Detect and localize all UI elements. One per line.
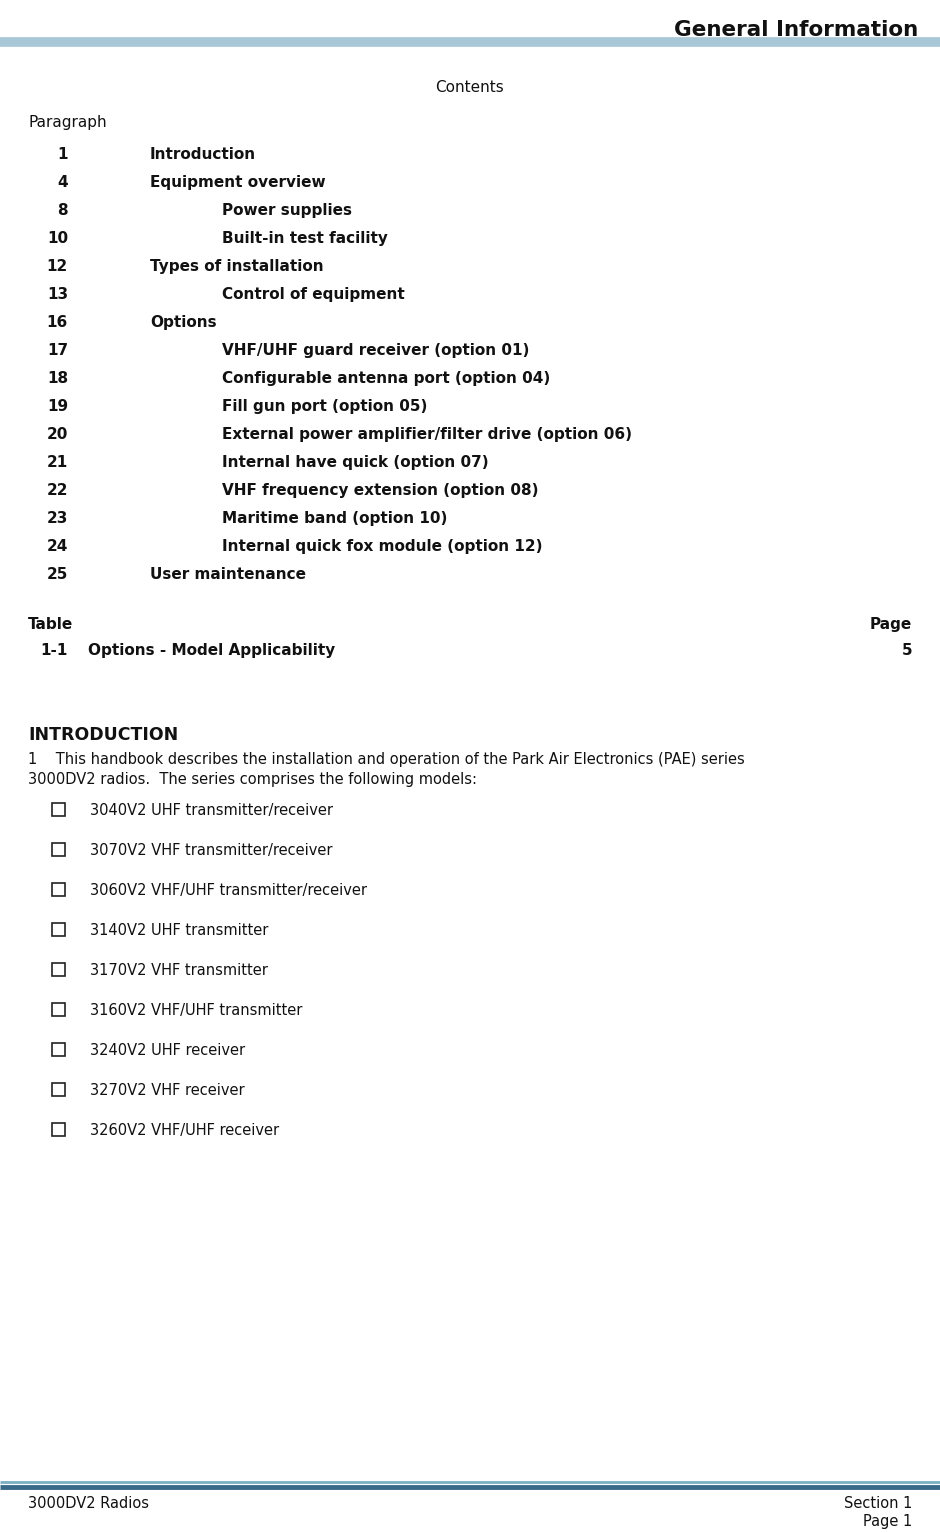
Text: 1-1: 1-1: [40, 642, 68, 658]
Text: 22: 22: [46, 483, 68, 498]
Text: Equipment overview: Equipment overview: [150, 175, 325, 190]
Text: External power amplifier/filter drive (option 06): External power amplifier/filter drive (o…: [222, 428, 632, 442]
Text: 23: 23: [47, 510, 68, 526]
Text: Internal have quick (option 07): Internal have quick (option 07): [222, 455, 489, 471]
Text: 17: 17: [47, 343, 68, 359]
Text: Page: Page: [870, 616, 912, 632]
Text: 3240V2 UHF receiver: 3240V2 UHF receiver: [90, 1042, 245, 1058]
Text: Options - Model Applicability: Options - Model Applicability: [88, 642, 336, 658]
Text: Introduction: Introduction: [150, 147, 256, 162]
Text: Power supplies: Power supplies: [222, 202, 352, 218]
Text: 13: 13: [47, 287, 68, 302]
Text: Contents: Contents: [435, 80, 505, 95]
Text: 3060V2 VHF/UHF transmitter/receiver: 3060V2 VHF/UHF transmitter/receiver: [90, 883, 367, 898]
Bar: [52, 923, 65, 937]
Text: Fill gun port (option 05): Fill gun port (option 05): [222, 399, 428, 414]
Text: INTRODUCTION: INTRODUCTION: [28, 727, 179, 744]
Text: Configurable antenna port (option 04): Configurable antenna port (option 04): [222, 371, 550, 386]
Bar: [52, 843, 65, 855]
Text: Table: Table: [28, 616, 73, 632]
Text: VHF/UHF guard receiver (option 01): VHF/UHF guard receiver (option 01): [222, 343, 529, 359]
Text: 12: 12: [47, 259, 68, 274]
Text: 16: 16: [47, 314, 68, 330]
Text: Maritime band (option 10): Maritime band (option 10): [222, 510, 447, 526]
Text: 3040V2 UHF transmitter/receiver: 3040V2 UHF transmitter/receiver: [90, 803, 333, 819]
Text: General Information: General Information: [674, 20, 918, 40]
Text: 3140V2 UHF transmitter: 3140V2 UHF transmitter: [90, 923, 269, 938]
Text: 5: 5: [901, 642, 912, 658]
Text: Section 1: Section 1: [843, 1496, 912, 1512]
Text: Internal quick fox module (option 12): Internal quick fox module (option 12): [222, 540, 542, 553]
Text: 20: 20: [47, 428, 68, 442]
Text: Built-in test facility: Built-in test facility: [222, 231, 388, 245]
Text: 3070V2 VHF transmitter/receiver: 3070V2 VHF transmitter/receiver: [90, 843, 333, 858]
Text: 3170V2 VHF transmitter: 3170V2 VHF transmitter: [90, 963, 268, 978]
Bar: [52, 1003, 65, 1016]
Text: 24: 24: [47, 540, 68, 553]
Text: Options: Options: [150, 314, 216, 330]
Text: 3000DV2 Radios: 3000DV2 Radios: [28, 1496, 149, 1512]
Text: 25: 25: [47, 567, 68, 583]
Text: Control of equipment: Control of equipment: [222, 287, 405, 302]
Text: 18: 18: [47, 371, 68, 386]
Text: 4: 4: [57, 175, 68, 190]
Text: 8: 8: [57, 202, 68, 218]
Bar: [52, 883, 65, 895]
Bar: [52, 803, 65, 816]
Bar: [52, 1124, 65, 1136]
Bar: [52, 963, 65, 977]
Text: 21: 21: [47, 455, 68, 471]
Text: 3000DV2 radios.  The series comprises the following models:: 3000DV2 radios. The series comprises the…: [28, 773, 477, 786]
Text: User maintenance: User maintenance: [150, 567, 306, 583]
Text: 19: 19: [47, 399, 68, 414]
Bar: [52, 1082, 65, 1096]
Text: 1: 1: [57, 147, 68, 162]
Text: 10: 10: [47, 231, 68, 245]
Text: VHF frequency extension (option 08): VHF frequency extension (option 08): [222, 483, 539, 498]
Text: 3260V2 VHF/UHF receiver: 3260V2 VHF/UHF receiver: [90, 1124, 279, 1137]
Text: Paragraph: Paragraph: [28, 115, 106, 130]
Text: Page 1: Page 1: [863, 1515, 912, 1528]
Bar: [52, 1042, 65, 1056]
Text: 1    This handbook describes the installation and operation of the Park Air Elec: 1 This handbook describes the installati…: [28, 753, 744, 766]
Text: 3160V2 VHF/UHF transmitter: 3160V2 VHF/UHF transmitter: [90, 1003, 303, 1018]
Text: Types of installation: Types of installation: [150, 259, 323, 274]
Text: 3270V2 VHF receiver: 3270V2 VHF receiver: [90, 1082, 244, 1098]
